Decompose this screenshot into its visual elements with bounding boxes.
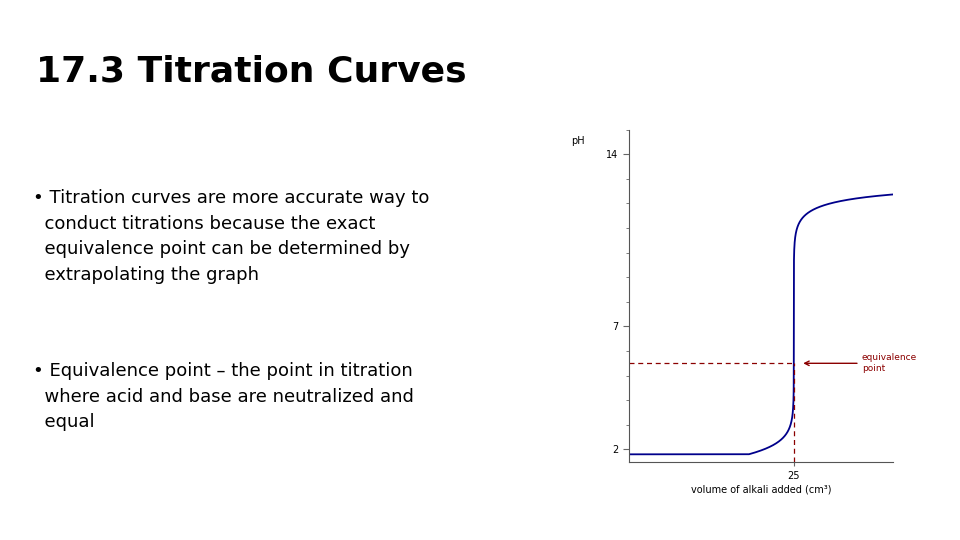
Text: equivalence
point: equivalence point [862,353,917,373]
Text: • Titration curves are more accurate way to
  conduct titrations because the exa: • Titration curves are more accurate way… [33,189,429,284]
Text: 17.3 Titration Curves: 17.3 Titration Curves [36,54,467,88]
Text: • Equivalence point – the point in titration
  where acid and base are neutraliz: • Equivalence point – the point in titra… [33,362,414,431]
X-axis label: volume of alkali added (cm³): volume of alkali added (cm³) [690,485,831,495]
Text: pH: pH [570,136,585,146]
